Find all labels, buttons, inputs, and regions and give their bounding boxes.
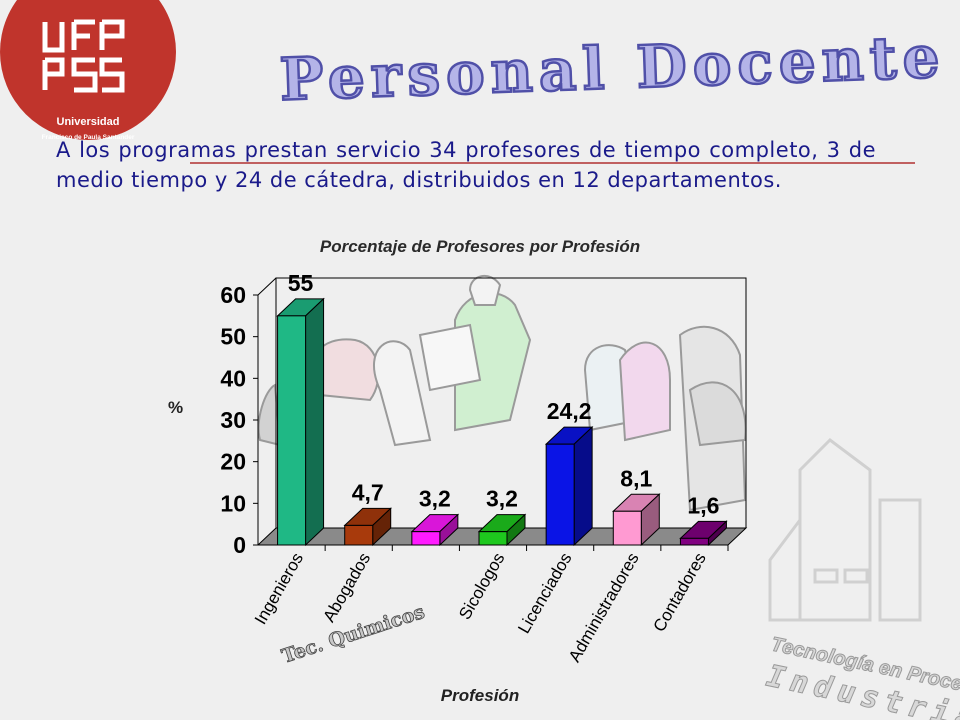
bar [344,524,374,546]
data-label: 1,6 [687,492,719,518]
data-label: 24,2 [547,398,592,424]
y-tick-label: 20 [220,449,246,475]
data-label: 3,2 [419,486,451,512]
logo-subcaption: Francisco de Paula Santander [42,134,135,141]
y-tick-label: 0 [233,532,246,558]
bar [277,315,307,546]
bar [679,537,709,546]
title-underline [190,162,915,164]
logo-caption: Universidad [57,116,120,128]
x-axis-label: Profesión [440,686,520,705]
page-title-graphic: Personal Docente [277,21,947,115]
y-axis-label: % [168,398,184,417]
y-tick-label: 10 [220,490,246,516]
chart-back-wall [275,277,747,528]
intro-paragraph: A los programas prestan servicio 34 prof… [56,138,876,192]
ufps-logo: Universidad Francisco de Paula Santander [0,0,176,141]
y-tick-label: 50 [220,324,246,350]
data-label: 55 [288,270,314,296]
chart-title: Porcentaje de Profesores por Profesión [319,237,641,256]
bar [478,531,508,546]
data-label: 8,1 [620,465,652,491]
y-axis-top [257,277,277,296]
y-tick-label: 40 [220,365,246,391]
data-label: 4,7 [352,479,384,505]
bar [545,443,575,546]
bar [411,531,441,546]
bar [612,510,642,546]
data-label: 3,2 [486,486,518,512]
y-tick-label: 30 [220,407,246,433]
y-tick-label: 60 [220,282,246,308]
